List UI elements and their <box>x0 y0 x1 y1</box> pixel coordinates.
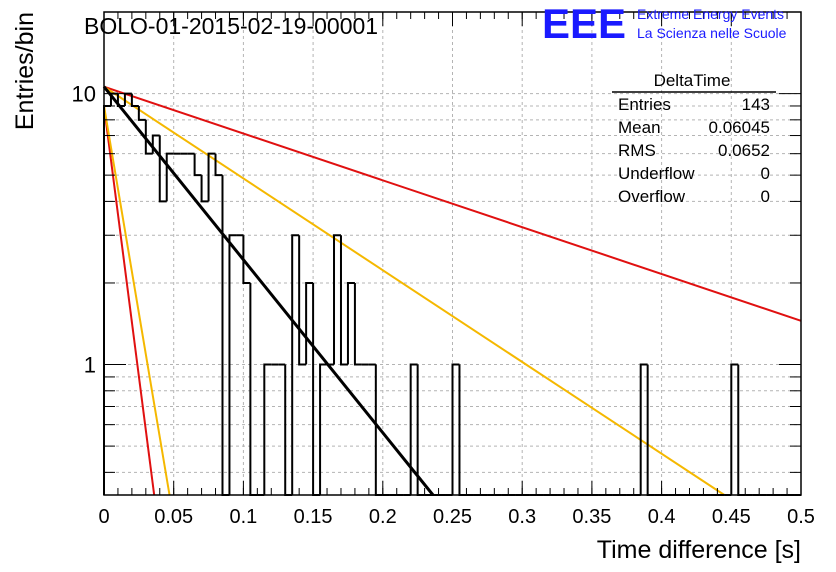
histogram-bin <box>228 234 237 495</box>
axes: 0 0.05 0.1 0.15 0.2 0.25 0.3 0.35 0.4 0.45 0.5 1 10 <box>72 11 815 528</box>
stats-value-underflow: 0 <box>761 164 770 183</box>
x-tick-label: 0.05 <box>154 506 193 528</box>
eee-logo: EEE <box>542 0 626 47</box>
fit-curves <box>102 85 802 496</box>
stats-value-rms: 0.0652 <box>718 141 770 160</box>
histogram-bin <box>103 104 111 495</box>
histogram-bin <box>319 363 328 495</box>
histogram-bin <box>730 363 739 495</box>
fit-curve-red-0 <box>103 85 802 322</box>
histogram-bin <box>312 282 321 496</box>
histogram-bin <box>353 282 362 366</box>
logo-subtitle-1: Extreme Energy Events <box>637 6 784 22</box>
fit-curve-orange-1 <box>103 85 725 496</box>
histogram-bin <box>151 134 160 154</box>
stats-label-overflow: Overflow <box>618 187 686 206</box>
x-tick-label: 0.1 <box>229 506 257 528</box>
histogram-bin <box>165 152 174 202</box>
histogram-bin <box>137 105 146 121</box>
histogram-bin <box>193 153 202 177</box>
histogram-bin <box>298 235 307 366</box>
histogram-bin <box>207 152 216 202</box>
y-axis-label: Entries/bin <box>11 12 39 130</box>
stats-label-underflow: Underflow <box>618 164 695 183</box>
x-axis-label: Time difference [s] <box>597 536 801 564</box>
histogram-bin <box>242 235 251 284</box>
histogram-bin <box>646 364 655 496</box>
x-tick-label: 0 <box>98 506 109 528</box>
x-tick-label: 0.35 <box>572 506 611 528</box>
histogram-bin <box>284 364 293 496</box>
histogram-bin <box>144 119 153 155</box>
histogram-bin <box>221 175 230 496</box>
histogram-bin <box>116 93 125 107</box>
x-tick-label: 0.25 <box>433 506 472 528</box>
stats-label-entries: Entries <box>618 95 671 114</box>
x-tick-label: 0.4 <box>648 506 676 528</box>
histogram-bin <box>158 135 167 203</box>
y-tick-label: 1 <box>84 353 96 378</box>
histogram-bin <box>263 363 272 495</box>
histogram-bin <box>409 363 418 495</box>
histogram-bin <box>346 281 355 365</box>
histogram-bin <box>333 234 341 365</box>
histogram-bin <box>200 175 209 203</box>
stats-value-entries: 143 <box>742 95 770 114</box>
chart-title: BOLO-01-2015-02-19-00001 <box>84 13 378 39</box>
x-tick-label: 0.5 <box>787 506 815 528</box>
histogram-bin <box>737 364 746 496</box>
x-tick-label: 0.45 <box>712 506 751 528</box>
x-tick-label: 0.15 <box>294 506 333 528</box>
histogram-bin <box>458 364 467 496</box>
histogram-bin <box>214 153 223 177</box>
histogram-bin <box>451 363 460 495</box>
stats-label-mean: Mean <box>618 118 661 137</box>
stats-value-overflow: 0 <box>761 187 770 206</box>
plot-frame <box>103 11 802 496</box>
histogram-bin <box>291 234 300 495</box>
histogram-bin <box>639 363 648 495</box>
histogram-bin <box>339 235 348 366</box>
stats-label-rms: RMS <box>618 141 656 160</box>
fit-curve-orange-4 <box>103 105 171 496</box>
histogram-bin <box>305 281 314 365</box>
stats-box: DeltaTime Entries 143 Mean 0.06045 RMS 0… <box>612 71 776 206</box>
histogram-bin <box>130 93 139 107</box>
y-tick-label: 10 <box>72 82 96 107</box>
stats-title: DeltaTime <box>654 71 731 90</box>
x-tick-label: 0.3 <box>508 506 536 528</box>
stats-value-mean: 0.06045 <box>709 118 770 137</box>
x-tick-label: 0.2 <box>369 506 397 528</box>
fit-curve-red-3 <box>103 105 156 496</box>
histogram-bin <box>249 282 258 496</box>
logo-subtitle-2: La Scienza nelle Scuole <box>637 25 787 41</box>
